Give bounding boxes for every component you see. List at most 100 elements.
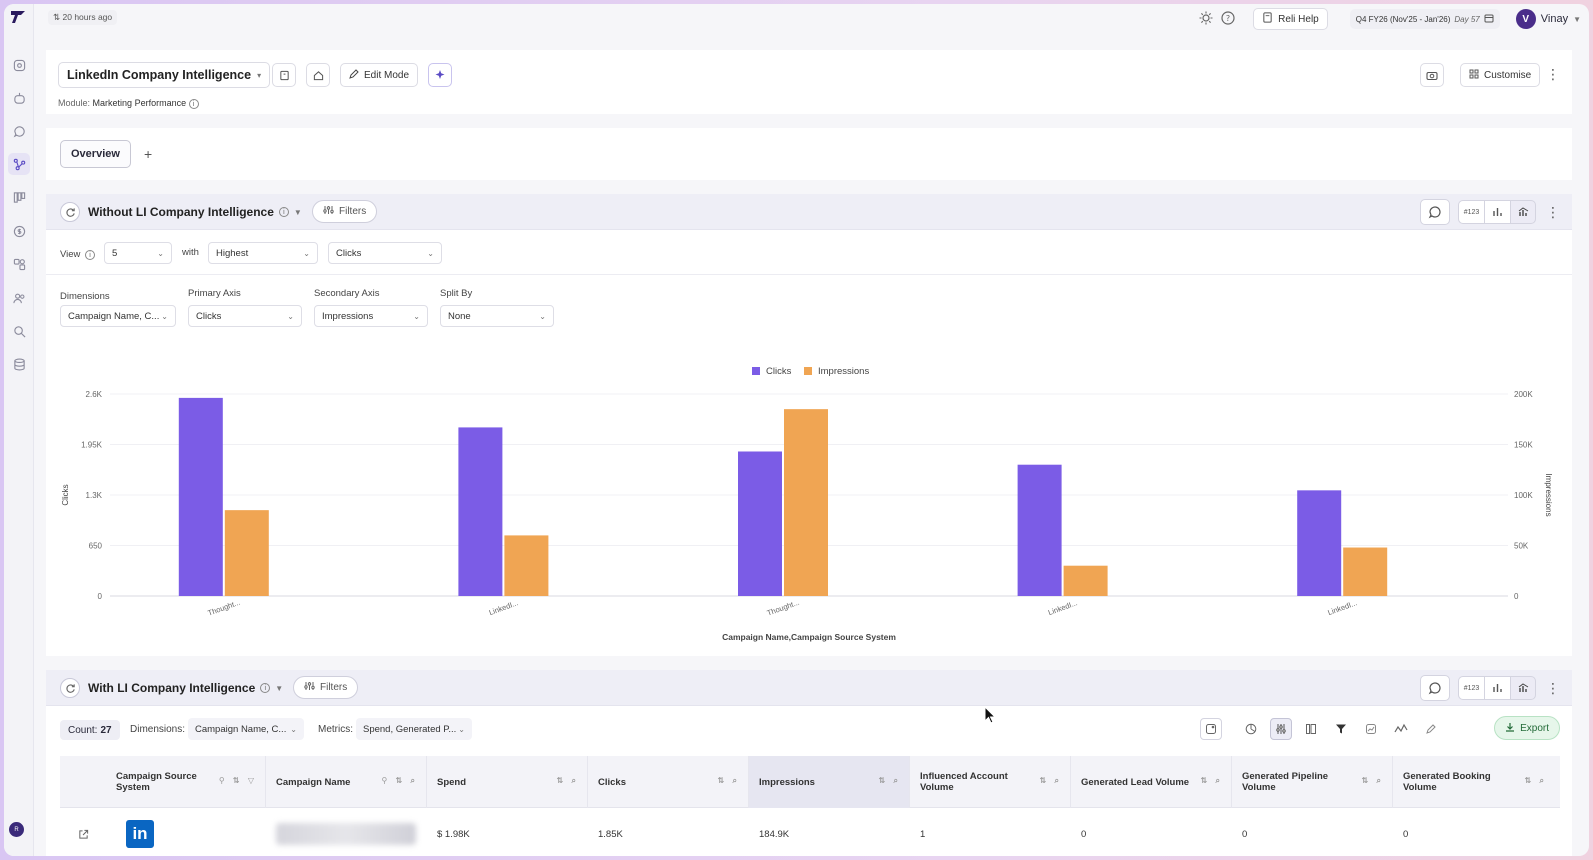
column-actions-icon[interactable]: ⚲ ⇅ ⌕ bbox=[381, 776, 418, 785]
camera-button[interactable] bbox=[1420, 63, 1444, 87]
bookmark-button[interactable] bbox=[272, 63, 296, 87]
table-row[interactable]: in $ 1.98K 1.85K 184.9K 1 0 0 0 bbox=[60, 808, 1560, 856]
reli-help-button[interactable]: Reli Help bbox=[1253, 8, 1328, 30]
customise-button[interactable]: Customise bbox=[1460, 63, 1541, 87]
ai-insight-button[interactable] bbox=[1420, 199, 1450, 225]
dimensions-select[interactable]: Campaign Name, C... ⌄ bbox=[60, 305, 176, 327]
bar-chart-view-icon[interactable] bbox=[1484, 676, 1510, 700]
column-header-booking[interactable]: Generated Booking Volume ⇅ ⌕ bbox=[1393, 756, 1555, 808]
chevron-down-icon: ⌄ bbox=[539, 311, 546, 321]
trend-icon[interactable] bbox=[1390, 718, 1412, 740]
column-actions-icon[interactable]: ⇅ ⌕ bbox=[1200, 776, 1223, 785]
split-by-select[interactable]: None ⌄ bbox=[440, 305, 554, 327]
sort-metric-select[interactable]: Clicks ⌄ bbox=[328, 242, 442, 264]
secondary-axis-value: Impressions bbox=[322, 310, 374, 322]
column-actions-icon[interactable]: ⇅ ⌕ bbox=[1524, 776, 1547, 785]
numeric-view-button[interactable]: #123 bbox=[1458, 200, 1484, 224]
widget-more-icon[interactable]: ⋮ bbox=[1546, 203, 1560, 220]
export-button[interactable]: Export bbox=[1494, 716, 1560, 740]
widget-more-icon[interactable]: ⋮ bbox=[1546, 679, 1560, 696]
redacted-text bbox=[276, 823, 416, 845]
ai-sparkle-button[interactable] bbox=[428, 63, 452, 87]
combo-chart-view-icon[interactable] bbox=[1510, 200, 1536, 224]
column-label: Influenced Account Volume bbox=[920, 771, 1008, 793]
widget-title-group: With LI Company Intelligence i ▼ bbox=[88, 681, 283, 695]
book-icon bbox=[1262, 12, 1273, 26]
numeric-view-button[interactable]: #123 bbox=[1458, 676, 1484, 700]
legend-label: Impressions bbox=[818, 366, 869, 377]
bot-icon[interactable] bbox=[8, 87, 30, 109]
info-icon[interactable]: i bbox=[188, 99, 199, 109]
column-actions-icon[interactable]: ⇅ ⌕ bbox=[556, 776, 579, 785]
theme-toggle-icon[interactable] bbox=[1199, 11, 1213, 28]
search-settings-icon[interactable] bbox=[8, 320, 30, 342]
edit-mode-button[interactable]: Edit Mode bbox=[340, 63, 419, 87]
column-header-influenced[interactable]: Influenced Account Volume ⇅ ⌕ bbox=[910, 756, 1071, 808]
column-settings-icon[interactable] bbox=[1270, 718, 1292, 740]
y2-tick-label: 150K bbox=[1514, 441, 1533, 450]
period-label: Q4 FY26 (Nov'25 - Jan'26) bbox=[1355, 14, 1451, 24]
funnel-icon[interactable] bbox=[1330, 718, 1352, 740]
pie-chart-icon[interactable] bbox=[1240, 718, 1262, 740]
chevron-down-icon: ⌄ bbox=[303, 248, 310, 258]
x-tick-label: LinkedI... bbox=[1047, 598, 1079, 617]
filters-button[interactable]: Filters bbox=[293, 676, 359, 699]
column-actions-icon[interactable]: ⇅ ⌕ bbox=[1039, 776, 1062, 785]
column-header-campaign-name[interactable]: Campaign Name ⚲ ⇅ ⌕ bbox=[266, 756, 427, 808]
user-menu[interactable]: V Vinay ▼ bbox=[1515, 9, 1581, 29]
workspace-avatar-icon[interactable]: R bbox=[9, 822, 24, 837]
board-icon[interactable] bbox=[8, 186, 30, 208]
app-logo-icon[interactable] bbox=[10, 10, 26, 27]
table-settings-icon[interactable] bbox=[1200, 718, 1222, 740]
users-icon[interactable] bbox=[8, 287, 30, 309]
chevron-down-icon[interactable]: ▼ bbox=[275, 683, 284, 693]
column-header-clicks[interactable]: Clicks ⇅ ⌕ bbox=[588, 756, 749, 808]
help-icon[interactable]: ? bbox=[1221, 10, 1235, 28]
table-widget: With LI Company Intelligence i ▼ Filters… bbox=[46, 670, 1572, 856]
combo-chart-view-icon[interactable] bbox=[1510, 676, 1536, 700]
info-icon[interactable]: i bbox=[260, 683, 271, 693]
column-actions-icon[interactable]: ⇅ ⌕ bbox=[878, 776, 901, 785]
user-avatar: V bbox=[1515, 9, 1536, 29]
filters-button[interactable]: Filters bbox=[312, 200, 378, 223]
info-icon[interactable]: i bbox=[85, 250, 96, 260]
column-actions-icon[interactable]: ⇅ ⌕ bbox=[717, 776, 740, 785]
secondary-axis-select[interactable]: Impressions ⌄ bbox=[314, 305, 428, 327]
home-icon[interactable] bbox=[8, 54, 30, 76]
open-external-icon[interactable] bbox=[68, 808, 106, 856]
column-header-spend[interactable]: Spend ⇅ ⌕ bbox=[427, 756, 588, 808]
dashboard-selector[interactable]: LinkedIn Company Intelligence ▾ bbox=[58, 62, 271, 88]
refresh-widget-icon[interactable] bbox=[60, 202, 80, 222]
home-button[interactable] bbox=[306, 63, 330, 87]
dollar-icon[interactable] bbox=[8, 220, 30, 242]
more-options-icon[interactable]: ⋮ bbox=[1546, 66, 1560, 82]
column-actions-icon[interactable]: ⚲ ⇅ ▽ bbox=[218, 776, 257, 785]
dimensions-select[interactable]: Campaign Name, C... ⌄ bbox=[188, 718, 304, 740]
edit-icon[interactable] bbox=[1420, 718, 1442, 740]
column-header-source[interactable]: Campaign Source System ⚲ ⇅ ▽ bbox=[106, 756, 266, 808]
ai-insight-button[interactable] bbox=[1420, 675, 1450, 701]
chevron-down-icon[interactable]: ▼ bbox=[293, 207, 302, 217]
bar-chart-view-icon[interactable] bbox=[1484, 200, 1510, 224]
database-icon[interactable] bbox=[8, 353, 30, 375]
metrics-select[interactable]: Spend, Generated P... ⌄ bbox=[356, 718, 472, 740]
spend-cell: $ 1.98K bbox=[437, 828, 470, 840]
add-tab-button[interactable]: + bbox=[144, 146, 153, 162]
column-actions-icon[interactable]: ⇅ ⌕ bbox=[1361, 776, 1384, 785]
primary-axis-select[interactable]: Clicks ⌄ bbox=[188, 305, 302, 327]
chat-icon[interactable] bbox=[8, 120, 30, 142]
period-selector[interactable]: Q4 FY26 (Nov'25 - Jan'26) Day 57 bbox=[1349, 9, 1500, 29]
columns-icon[interactable] bbox=[1300, 718, 1322, 740]
info-icon[interactable]: i bbox=[278, 207, 289, 217]
column-header-impressions[interactable]: Impressions ⇅ ⌕ bbox=[749, 756, 910, 808]
column-header-leads[interactable]: Generated Lead Volume ⇅ ⌕ bbox=[1071, 756, 1232, 808]
split-by-value: None bbox=[448, 310, 471, 322]
refresh-widget-icon[interactable] bbox=[60, 678, 80, 698]
column-header-pipeline[interactable]: Generated Pipeline Volume ⇅ ⌕ bbox=[1232, 756, 1393, 808]
tab-overview[interactable]: Overview bbox=[60, 140, 131, 168]
analytics-icon[interactable] bbox=[8, 153, 30, 175]
chart-compare-icon[interactable] bbox=[1360, 718, 1382, 740]
accounts-icon[interactable] bbox=[8, 253, 30, 275]
sort-order-select[interactable]: Highest ⌄ bbox=[208, 242, 318, 264]
view-count-select[interactable]: 5 ⌄ bbox=[104, 242, 172, 264]
